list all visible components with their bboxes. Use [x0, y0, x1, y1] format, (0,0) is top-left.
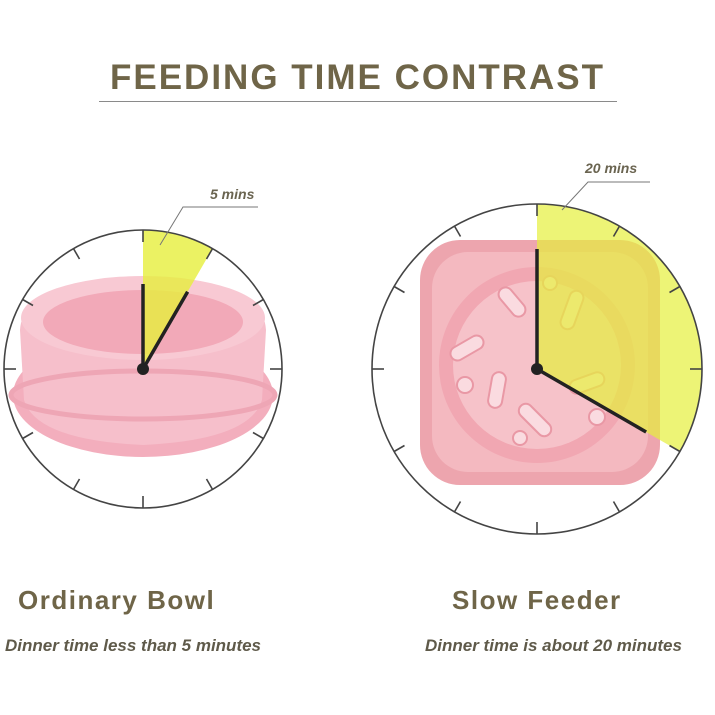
right-clock-tick: [669, 444, 681, 453]
left-label-leader: [159, 206, 258, 246]
page-title: FEEDING TIME CONTRAST: [109, 58, 606, 97]
slow-feeder-title: Slow Feeder: [452, 585, 622, 615]
right-clock-tick: [453, 225, 462, 237]
right-clock-tick: [669, 285, 681, 294]
right-clock-tick: [612, 225, 621, 237]
slow-feeder-description: Dinner time is about 20 minutes: [425, 636, 682, 655]
left-time-label: 5 mins: [210, 186, 255, 202]
ordinary-bowl-description: Dinner time less than 5 minutes: [5, 636, 262, 655]
right-label-leader: [561, 181, 650, 211]
left-minute-hand-end: [141, 290, 190, 370]
left-clock-tick: [252, 298, 264, 307]
left-clock-tick: [22, 298, 34, 307]
right-minute-hand-end: [536, 367, 647, 434]
left-clock-tick: [205, 248, 214, 260]
right-clock-center: [531, 363, 543, 375]
right-time-wedge: [537, 204, 702, 452]
right-clock-tick: [453, 501, 462, 513]
right-clock-tick: [393, 444, 405, 453]
ordinary-bowl-title: Ordinary Bowl: [18, 585, 216, 615]
left-clock-center: [137, 363, 149, 375]
left-clock-tick: [205, 478, 214, 490]
title-divider: [99, 101, 617, 102]
right-clock-tick: [612, 501, 621, 513]
left-time-wedge: [143, 230, 213, 369]
left-clock-tick: [22, 431, 34, 440]
left-clock-tick: [72, 478, 81, 490]
left-clock-tick: [72, 248, 81, 260]
right-time-label: 20 mins: [585, 160, 638, 176]
left-clock-tick: [252, 431, 264, 440]
right-clock-tick: [393, 285, 405, 294]
